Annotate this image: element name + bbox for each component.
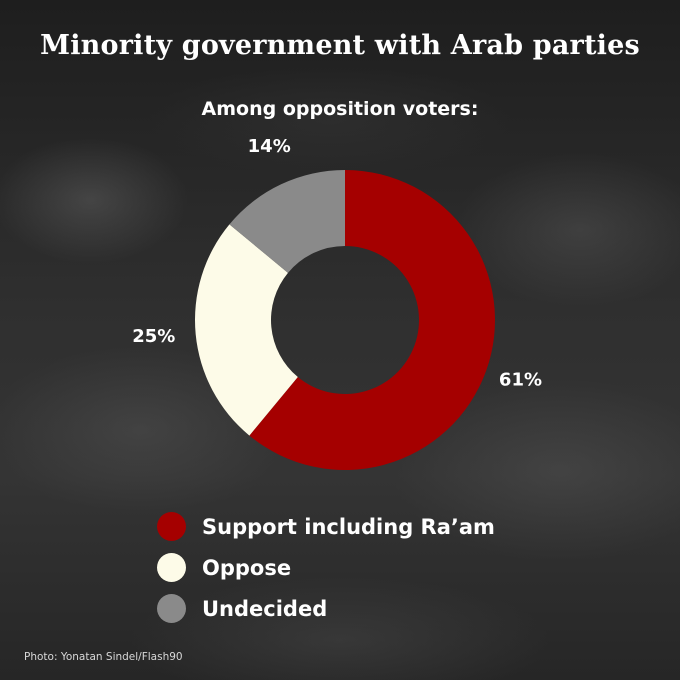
legend-item-oppose: Oppose [157,547,495,588]
legend-swatch-support [157,512,186,541]
legend-label-support: Support including Ra’am [202,514,495,539]
chart-subtitle: Among opposition voters: [201,98,479,120]
chart-title: Minority government with Arab parties [40,30,640,61]
legend-item-undecided: Undecided [157,588,495,629]
legend-item-support: Support including Ra’am [157,506,495,547]
data-label-oppose: 25% [132,326,175,347]
legend-swatch-oppose [157,553,186,582]
data-label-support: 61% [499,369,542,390]
slice-support [249,170,495,470]
data-label-undecided: 14% [248,136,291,157]
legend-label-undecided: Undecided [202,596,328,621]
slice-oppose [194,224,298,436]
photo-credit: Photo: Yonatan Sindel/Flash90 [24,651,183,663]
legend-swatch-undecided [157,594,186,623]
legend-label-oppose: Oppose [202,555,292,580]
chart-legend: Support including Ra’am Oppose Undecided [157,506,495,629]
slice-undecided [229,170,345,273]
